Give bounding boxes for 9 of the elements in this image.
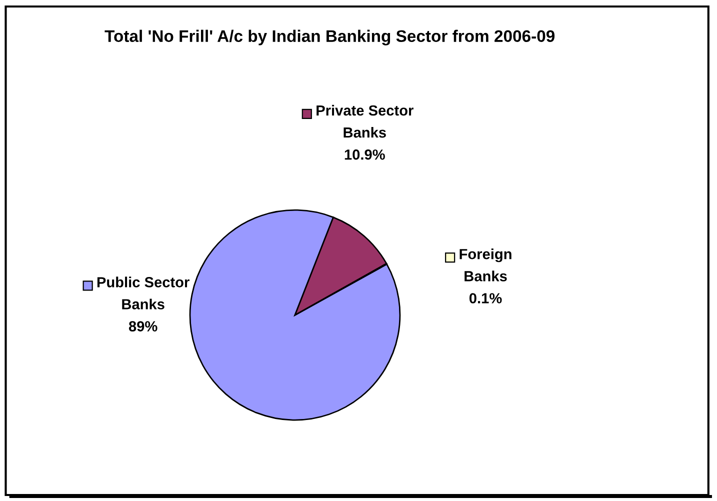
data-label: 10.9%	[344, 149, 385, 160]
legend-label: Foreign Banks	[460, 248, 512, 282]
data-label: 0.1%	[469, 293, 502, 304]
pie-slice	[294, 216, 388, 316]
pie-slice	[189, 209, 401, 421]
data-label: 89%	[128, 321, 158, 332]
legend-label: Private Sector Banks	[316, 104, 414, 138]
chart-title: Total 'No Frill' A/c by Indian Banking Sector from 2006-09	[104, 30, 555, 46]
legend-label: Public Sector Banks	[97, 276, 190, 310]
